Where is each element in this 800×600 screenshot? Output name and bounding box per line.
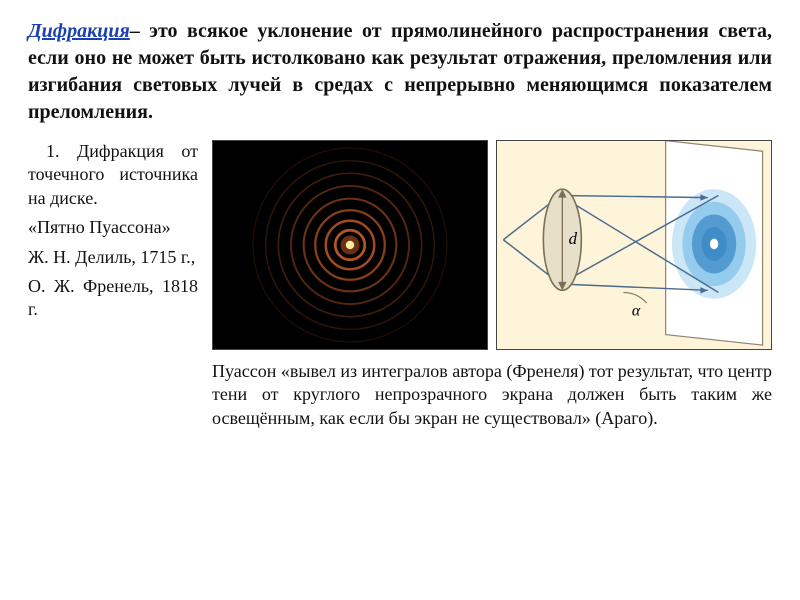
figure-diffraction-scheme: d α <box>496 140 772 350</box>
content-row: 1. Дифракция от точечного источника на д… <box>28 140 772 430</box>
right-column: d α Пуассон «вывел из интегралов автора … <box>212 140 772 430</box>
term: Дифракция <box>28 20 130 42</box>
side-p1: 1. Дифракция от точечного источника на д… <box>28 140 198 210</box>
side-p2: «Пятно Пуассона» <box>28 216 198 239</box>
opaque-disc: d <box>543 189 581 290</box>
side-text: 1. Дифракция от точечного источника на д… <box>28 140 198 328</box>
d-label: d <box>569 229 578 248</box>
figure-poisson-spot <box>212 140 488 350</box>
diffraction-pattern <box>672 189 756 299</box>
figures-row: d α <box>212 140 772 350</box>
definition-paragraph: Дифракция– это всякое уклонение от прямо… <box>28 18 772 126</box>
definition-rest: – это всякое уклонение от прямолинейного… <box>28 20 772 123</box>
side-p4: О. Ж. Френель, 1818 г. <box>28 275 198 322</box>
side-p3: Ж. Н. Делиль, 1715 г., <box>28 246 198 269</box>
caption: Пуассон «вывел из интегралов автора (Фре… <box>212 360 772 430</box>
alpha-label: α <box>632 303 641 320</box>
